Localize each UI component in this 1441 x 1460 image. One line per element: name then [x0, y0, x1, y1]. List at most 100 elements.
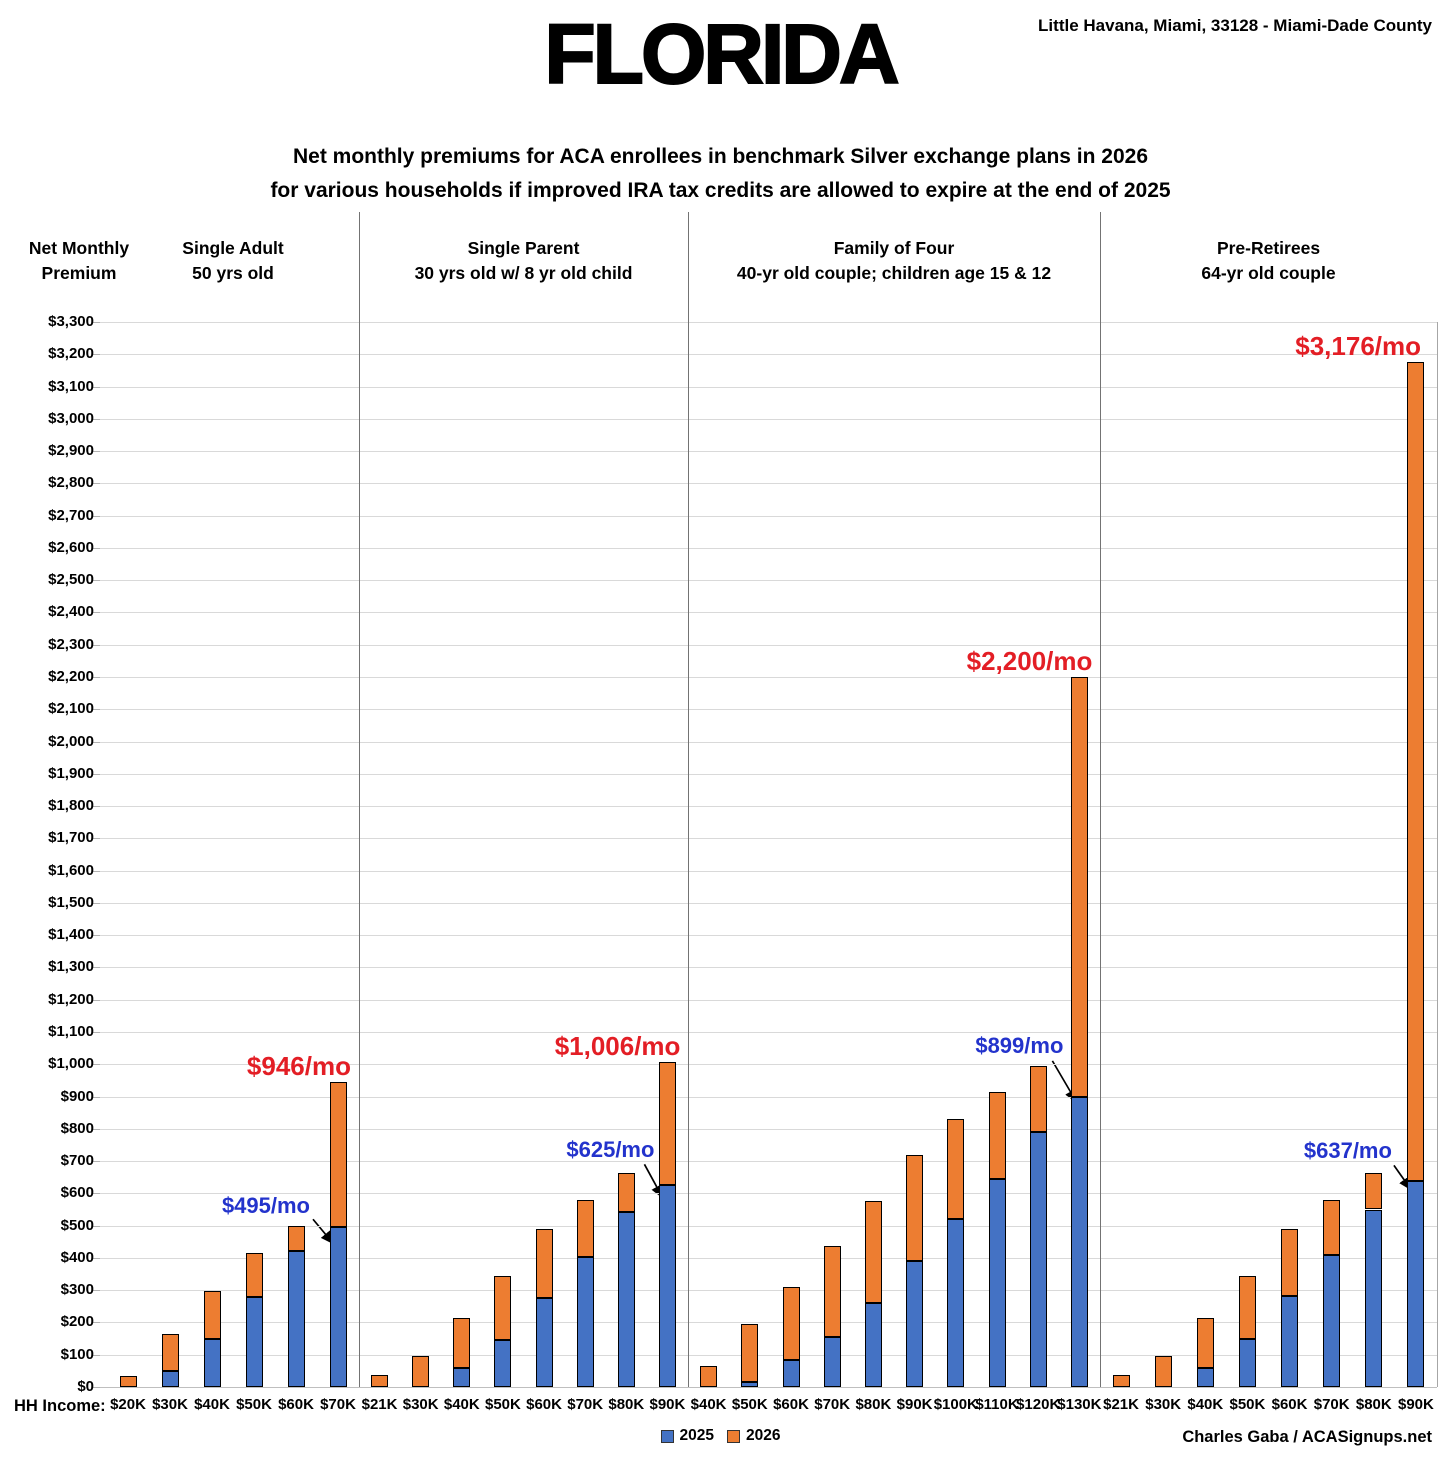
y-axis-label: $1,100: [48, 1023, 94, 1040]
gridline: [100, 838, 1437, 840]
x-axis-category-label: $60K: [278, 1396, 314, 1413]
x-axis-category-label: $80K: [608, 1396, 645, 1413]
x-axis-category-label: $100K: [933, 1396, 978, 1413]
credit: Charles Gaba / ACASignups.net: [1182, 1428, 1432, 1446]
bar-2026-single-adult-$60K: [287, 1225, 305, 1252]
y-axis-tick: [93, 1322, 100, 1324]
y-axis-label: $3,200: [48, 345, 94, 363]
x-axis-category-label: $50K: [1229, 1396, 1266, 1413]
bar-2026-single-parent-$30K: [412, 1355, 430, 1387]
bar-2025-single-adult-$70K: [329, 1227, 347, 1387]
gridline: [100, 773, 1437, 775]
bar-2026-pre-retirees-$50K: [1238, 1275, 1256, 1339]
bar-2026-pre-retirees-$70K: [1323, 1200, 1341, 1255]
x-axis-category-label: $70K: [1313, 1396, 1350, 1413]
gridline: [100, 1193, 1437, 1195]
y-axis-tick: [93, 1096, 100, 1098]
gridline: [100, 677, 1437, 678]
bar-2026-pre-retirees-$21K: [1112, 1374, 1130, 1387]
y-axis-tick: [93, 580, 100, 582]
bar-2026-single-adult-$40K: [203, 1291, 221, 1339]
bar-2026-single-parent-$90K: [658, 1062, 676, 1186]
bar-2025-family-of-four-$60K: [782, 1359, 800, 1387]
chart-subtitle: Net monthly premiums for ACA enrollees i…: [0, 140, 1441, 207]
x-axis-category-label: $110K: [975, 1396, 1019, 1413]
y-axis-label: $2,100: [48, 700, 94, 718]
y-axis-label: $1,900: [48, 764, 94, 782]
y-axis-label: $100: [60, 1345, 94, 1363]
group-subtitle: 64-yr old couple: [1201, 263, 1336, 284]
x-axis-category-label: $40K: [194, 1396, 230, 1413]
gridline: [100, 1257, 1437, 1259]
gridline: [100, 451, 1437, 453]
y-axis-tick: [93, 1257, 100, 1259]
y-axis-label: $1,500: [48, 893, 94, 911]
y-axis-label: $0: [77, 1378, 94, 1395]
y-axis-label: $300: [60, 1281, 94, 1299]
x-axis-category-label: $20K: [110, 1396, 146, 1413]
annotation-2025-value: $899/mo: [975, 1032, 1064, 1058]
y-axis-label: $1,800: [48, 797, 94, 815]
gridline: [100, 1128, 1437, 1130]
y-axis-tick: [93, 741, 100, 743]
x-axis-category-label: $70K: [320, 1396, 356, 1413]
y-axis-label: $3,100: [48, 377, 94, 395]
bar-2026-family-of-four-$50K: [741, 1324, 759, 1383]
group-header: Single Parent 30 yrs old w/ 8 yr old chil…: [334, 236, 714, 287]
group-separator: [359, 212, 360, 1387]
y-axis-label: $3,000: [48, 409, 94, 427]
bar-2025-single-parent-$50K: [494, 1339, 512, 1387]
y-axis-tick: [93, 773, 100, 775]
group-title: Family of Four: [833, 238, 955, 258]
x-axis-category-label: $40K: [443, 1396, 480, 1413]
gridline: [100, 418, 1437, 420]
bar-2025-single-parent-$40K: [453, 1368, 471, 1387]
x-axis-category-label: $120K: [1016, 1396, 1061, 1413]
y-axis-label: $2,800: [48, 474, 94, 492]
location-label: Little Havana, Miami, 33128 - Miami-Dade…: [1038, 16, 1432, 35]
gridline: [100, 1225, 1437, 1227]
group-header: Single Adult 50 yrs old: [43, 236, 423, 287]
legend-swatch-2025: [660, 1429, 674, 1443]
gridline: [100, 1064, 1437, 1066]
gridline: [100, 354, 1437, 356]
bar-2025-family-of-four-$50K: [741, 1382, 759, 1387]
y-axis-tick: [93, 1354, 100, 1356]
y-axis-tick: [93, 1290, 100, 1292]
y-axis-label: $800: [60, 1119, 94, 1137]
group-subtitle: 30 yrs old w/ 8 yr old child: [414, 263, 633, 284]
bar-2026-pre-retirees-$90K: [1407, 362, 1425, 1182]
group-title: Single Parent: [467, 238, 580, 258]
y-axis-tick: [93, 838, 100, 840]
y-axis-label: $600: [60, 1184, 94, 1202]
y-axis-label: $2,400: [48, 603, 94, 621]
x-axis-category-label: $70K: [814, 1396, 851, 1413]
legend-label: 2026: [746, 1427, 781, 1444]
x-axis-category-label: $130K: [1057, 1396, 1102, 1413]
y-axis-title-line1: Net Monthly: [28, 238, 130, 258]
bar-2026-family-of-four-$80K: [864, 1201, 882, 1304]
gridline: [100, 709, 1437, 711]
y-axis-tick: [93, 870, 100, 872]
annotation-2026-value: $2,200/mo: [966, 646, 1093, 676]
bar-2025-family-of-four-$70K: [823, 1336, 841, 1387]
legend: 2025 2026: [0, 1427, 1441, 1445]
bar-2026-single-adult-$70K: [329, 1081, 347, 1228]
y-axis-tick: [93, 515, 100, 517]
gridline: [100, 1322, 1437, 1324]
bar-2025-single-adult-$60K: [287, 1251, 305, 1387]
y-axis-tick: [93, 483, 100, 485]
bar-2025-single-parent-$70K: [576, 1256, 594, 1387]
bar-2026-family-of-four-$40K: [700, 1366, 718, 1387]
annotation-2025-value: $637/mo: [1303, 1138, 1392, 1164]
x-axis-category-label: $30K: [1145, 1396, 1182, 1413]
bar-2025-pre-retirees-$50K: [1238, 1338, 1256, 1387]
y-axis-tick: [93, 999, 100, 1001]
gridline: [100, 1387, 1437, 1388]
gridline: [100, 806, 1437, 808]
x-axis-category-label: $50K: [236, 1396, 272, 1413]
gridline: [100, 515, 1437, 517]
bar-2026-family-of-four-$110K: [988, 1091, 1006, 1179]
